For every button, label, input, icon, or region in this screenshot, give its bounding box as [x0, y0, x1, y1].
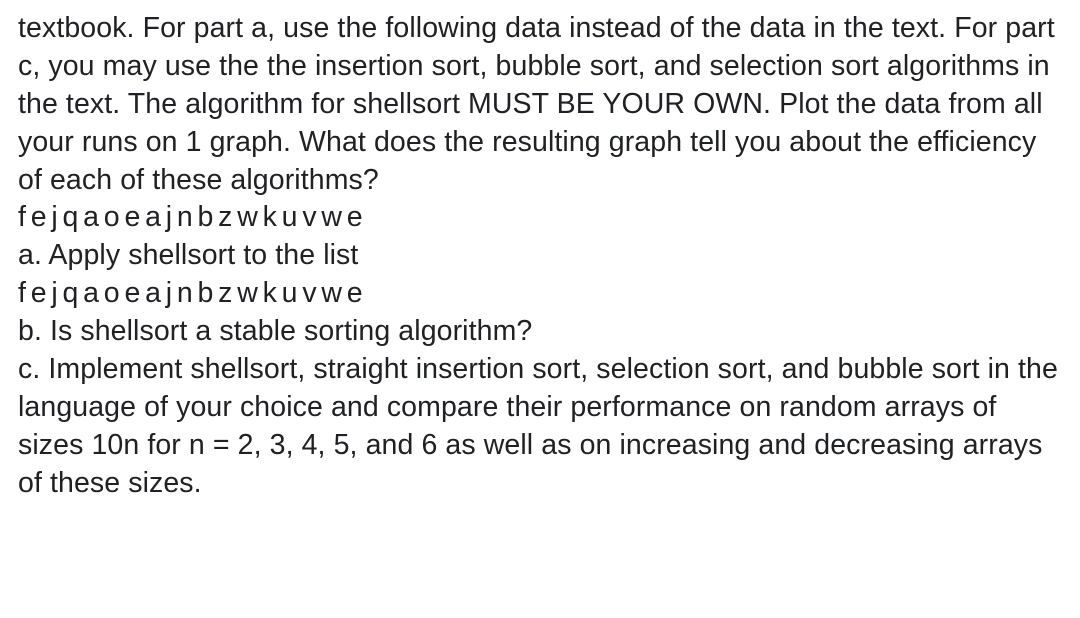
letter-sequence-2: fejqaoeajnbzwkuvwe	[18, 275, 1062, 313]
part-a-text: a. Apply shellsort to the list	[18, 237, 1062, 275]
part-b-text: b. Is shellsort a stable sorting algorit…	[18, 313, 1062, 351]
problem-text-block: textbook. For part a, use the following …	[0, 0, 1080, 618]
letter-sequence-1: fejqaoeajnbzwkuvwe	[18, 199, 1062, 237]
intro-paragraph: textbook. For part a, use the following …	[18, 10, 1062, 199]
part-c-text: c. Implement shellsort, straight inserti…	[18, 351, 1062, 503]
